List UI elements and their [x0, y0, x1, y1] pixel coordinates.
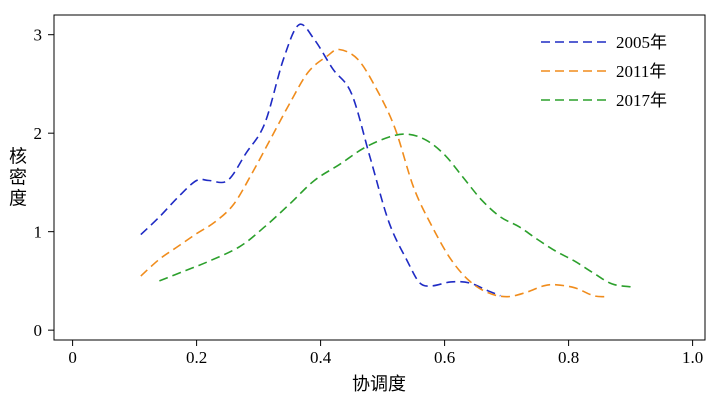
y-axis-title: 核密度 — [9, 147, 27, 210]
legend-label: 2011年 — [616, 62, 666, 81]
x-tick-label: 1.0 — [682, 348, 703, 367]
series-layer — [140, 23, 631, 298]
y-tick-label: 1 — [34, 223, 43, 242]
x-tick-label: 0 — [68, 348, 77, 367]
legend-label: 2005年 — [616, 33, 667, 52]
x-tick-label: 0.2 — [186, 348, 207, 367]
x-tick-label: 0.8 — [558, 348, 579, 367]
y-tick-label: 3 — [34, 26, 43, 45]
y-tick-label: 2 — [34, 124, 43, 143]
x-tick-label: 0.6 — [434, 348, 455, 367]
x-tick-label: 0.4 — [310, 348, 332, 367]
plot-frame — [53, 14, 706, 341]
series-line-2 — [140, 48, 606, 298]
x-axis-title: 协调度 — [352, 374, 406, 395]
series-line-3 — [159, 133, 631, 288]
legend-label: 2017年 — [616, 91, 667, 110]
y-axis-title-group: 核密度 — [9, 147, 27, 210]
y-axis: 0 1 2 3 — [34, 26, 54, 340]
legend: 2005年 2011年 2017年 — [541, 33, 667, 110]
y-tick-label: 0 — [34, 321, 43, 340]
series-line-1 — [140, 23, 501, 297]
x-axis: 0 0.2 0.4 0.6 0.8 1.0 — [68, 340, 703, 367]
